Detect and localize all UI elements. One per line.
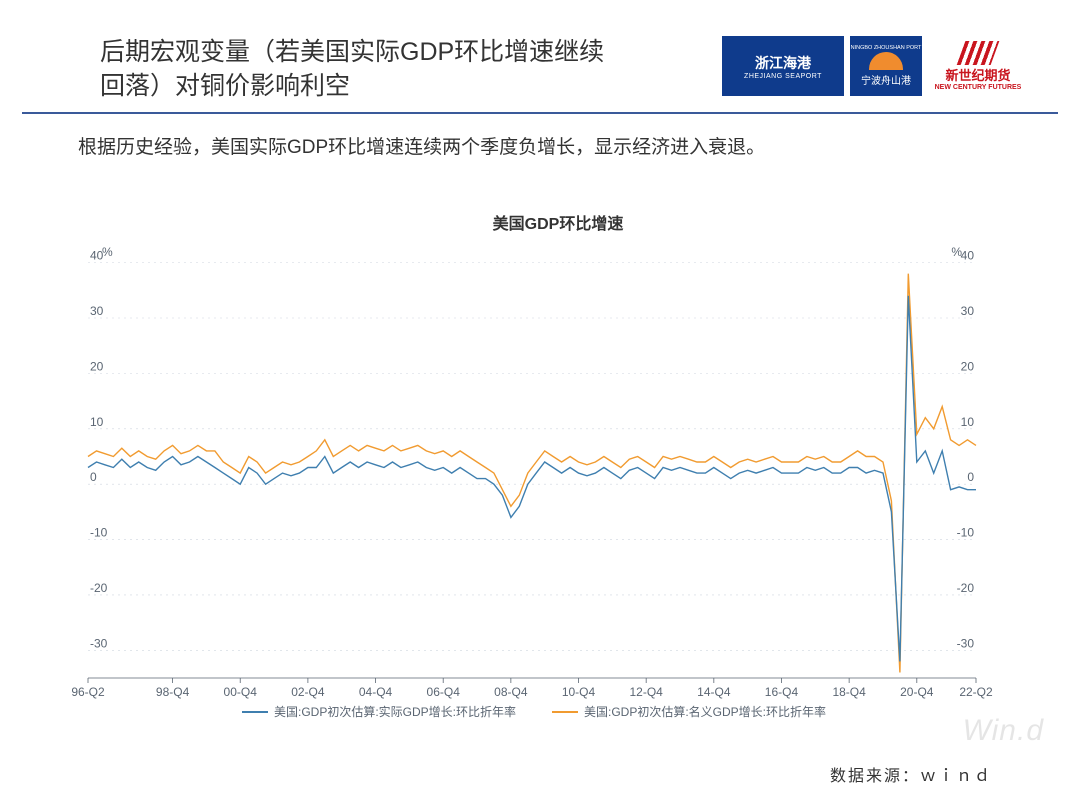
page-title-line2: 回落）对铜价影响利空	[100, 70, 722, 104]
chart-title: 美国GDP环比增速	[62, 210, 1054, 234]
chart-container: 美国GDP环比增速 -30 -30 -20 -20 -10 -10 0 0 10 10 20 20 30…	[62, 210, 1054, 752]
gdp-line-chart: -30-30-20-20-10-10001010202030304040%%96…	[62, 238, 1002, 718]
svg-text:20: 20	[961, 359, 975, 373]
svg-text:-30: -30	[90, 636, 108, 650]
logo1-sub: ZHEJIANG SEAPORT	[744, 73, 822, 80]
body-text: 根据历史经验，美国实际GDP环比增速连续两个季度负增长，显示经济进入衰退。	[0, 114, 1080, 159]
svg-text:-30: -30	[957, 636, 975, 650]
svg-text:04-Q4: 04-Q4	[359, 685, 393, 699]
svg-text:-20: -20	[90, 581, 108, 595]
logo2-en: NINGBO ZHOUSHAN PORT	[851, 45, 922, 51]
svg-text:06-Q4: 06-Q4	[427, 685, 461, 699]
svg-text:16-Q4: 16-Q4	[765, 685, 799, 699]
svg-text:30: 30	[961, 304, 975, 318]
svg-text:%: %	[951, 245, 962, 259]
svg-text:-10: -10	[90, 526, 108, 540]
svg-text:%: %	[102, 245, 113, 259]
svg-text:0: 0	[967, 470, 974, 484]
logo-zhejiang-seaport: 浙江海港 ZHEJIANG SEAPORT	[722, 36, 844, 96]
svg-text:-10: -10	[957, 526, 975, 540]
logo-new-century: 新世纪期货 NEW CENTURY FUTURES	[928, 36, 1028, 96]
svg-text:10: 10	[961, 415, 975, 429]
title-block: 后期宏观变量（若美国实际GDP环比增速继续 回落）对铜价影响利空	[100, 36, 722, 104]
bars-icon	[957, 41, 1000, 65]
svg-text:美国:GDP初次估算:实际GDP增长:环比折年率: 美国:GDP初次估算:实际GDP增长:环比折年率	[274, 704, 516, 718]
svg-text:22-Q2: 22-Q2	[959, 685, 993, 699]
header: 后期宏观变量（若美国实际GDP环比增速继续 回落）对铜价影响利空 浙江海港 ZH…	[22, 0, 1058, 114]
svg-text:40: 40	[961, 249, 975, 263]
svg-text:0: 0	[90, 470, 97, 484]
watermark: Win.d	[963, 714, 1044, 748]
svg-text:14-Q4: 14-Q4	[697, 685, 731, 699]
svg-text:美国:GDP初次估算:名义GDP增长:环比折年率: 美国:GDP初次估算:名义GDP增长:环比折年率	[584, 704, 826, 718]
svg-text:-20: -20	[957, 581, 975, 595]
svg-text:98-Q4: 98-Q4	[156, 685, 190, 699]
logo-ningbo-port: NINGBO ZHOUSHAN PORT 宁波舟山港	[850, 36, 922, 96]
sun-icon	[869, 52, 903, 70]
page-title-line1: 后期宏观变量（若美国实际GDP环比增速继续	[100, 36, 722, 70]
svg-text:20-Q4: 20-Q4	[900, 685, 934, 699]
svg-text:30: 30	[90, 304, 104, 318]
svg-text:12-Q4: 12-Q4	[629, 685, 663, 699]
svg-text:00-Q4: 00-Q4	[224, 685, 258, 699]
logo2-text: 宁波舟山港	[861, 72, 911, 87]
svg-text:96-Q2: 96-Q2	[71, 685, 105, 699]
svg-text:20: 20	[90, 359, 104, 373]
svg-text:08-Q4: 08-Q4	[494, 685, 528, 699]
logo3-cn: 新世纪期货	[945, 65, 1010, 84]
logo1-text: 浙江海港	[755, 53, 811, 73]
logo3-en: NEW CENTURY FUTURES	[935, 84, 1022, 91]
svg-text:10: 10	[90, 415, 104, 429]
data-source: 数据来源：ｗｉｎｄ	[830, 762, 992, 786]
logo-group: 浙江海港 ZHEJIANG SEAPORT NINGBO ZHOUSHAN PO…	[722, 36, 1028, 96]
svg-text:10-Q4: 10-Q4	[562, 685, 596, 699]
svg-text:18-Q4: 18-Q4	[832, 685, 866, 699]
svg-text:02-Q4: 02-Q4	[291, 685, 325, 699]
